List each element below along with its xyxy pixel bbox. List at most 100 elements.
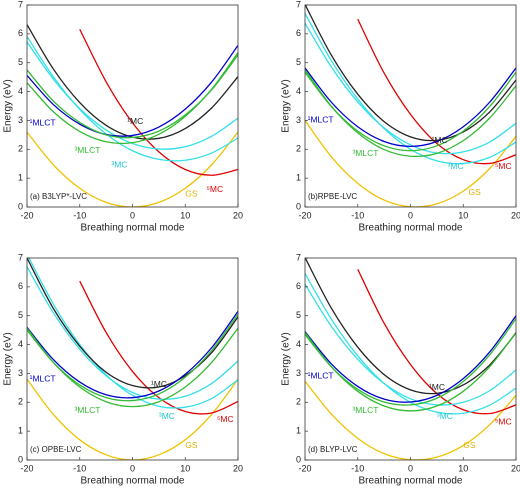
energy-curve [305,5,516,142]
y-tick-label: 5 [296,57,301,67]
y-axis-label: Energy (eV) [281,332,292,385]
x-tick-label: 0 [130,210,135,220]
energy-curve [27,266,238,400]
x-tick-label: 10 [458,210,468,220]
x-tick-label: 20 [511,210,520,220]
y-tick-label: 1 [18,173,23,183]
y-tick-label: 6 [296,281,301,291]
curve-label: GS [185,188,198,198]
curve-label: ³MLCT [74,405,100,415]
plot-area [305,5,516,207]
energy-curve [305,283,516,406]
y-tick-label: 4 [296,339,301,349]
energy-curve [28,258,238,409]
y-tick-label: 6 [18,281,23,291]
y-tick-label: 3 [296,368,301,378]
x-tick-label: 10 [180,210,190,220]
energy-curve [79,280,238,415]
x-tick-label: -10 [351,463,364,473]
energy-curve [305,258,516,395]
y-tick-label: 1 [18,426,23,436]
y-tick-label: 3 [18,368,23,378]
energy-curve [27,52,238,145]
energy-curve [357,18,516,165]
x-tick-label: -10 [73,463,86,473]
energy-curve [305,318,516,406]
panel-tag: (a) B3LYP*-LVC [30,192,87,201]
curve-label: ³MC [437,411,453,421]
curve-label: ¹MC [127,116,143,126]
y-tick-label: 7 [296,0,301,9]
y-tick-label: 5 [18,310,23,320]
x-tick-label: 0 [408,210,413,220]
y-tick-label: 0 [296,454,301,464]
energy-curve [27,378,238,460]
panel: -20 -10 0 10 20 0 1 2 3 4 5 6 7 Breathing normal mode… [3,252,243,486]
y-tick-label: 5 [296,310,301,320]
curve-label: ⁵MC [206,184,223,194]
curve-label: GS [185,440,198,450]
panel-tag: (d) BLYP-LVC [308,445,358,454]
energy-curve [305,71,516,152]
curve-label: ⁵MC [495,161,512,171]
y-tick-label: 6 [296,28,301,38]
energy-curve [27,36,238,162]
x-tick-label: 20 [511,463,520,473]
energy-curve [27,45,238,137]
y-tick-label: 2 [18,144,23,154]
x-tick-label: -20 [298,463,311,473]
plot-area [27,258,238,460]
energy-curve [27,258,238,389]
curve-label: ³MLCT [352,148,378,158]
energy-curve [27,41,238,150]
y-tick-label: 7 [296,252,301,262]
x-tick-label: -10 [351,210,364,220]
energy-curve [305,315,516,403]
curve-label: ³MLCT [74,145,100,155]
x-tick-label: 10 [180,463,190,473]
y-tick-label: 7 [18,0,23,9]
energy-curve [305,273,516,415]
y-tick-label: 1 [296,173,301,183]
curve-label: GS [463,440,476,450]
x-tick-label: 10 [458,463,468,473]
x-tick-label: -20 [20,463,33,473]
curve-label: ³MC [159,411,175,421]
x-tick-label: -10 [73,210,86,220]
curve-label: ³MC [447,161,463,171]
curve-label: ¹MC [151,379,167,389]
panel: -20 -10 0 10 20 0 1 2 3 4 5 6 7 Breathing normal mode… [281,252,520,486]
plot-area [27,24,238,207]
y-tick-label: 5 [18,57,23,67]
curve-label: ¹MLCT [308,115,334,125]
y-axis-label: Energy (eV) [3,332,14,385]
energy-curve [305,13,516,165]
energy-curve [79,28,238,176]
x-axis-label: Breathing normal mode [359,223,463,234]
panel: -20 -10 0 10 20 0 1 2 3 4 5 6 7 Breathing normal mode… [3,0,243,234]
curve-label: ¹MC [429,382,445,392]
plot-area [305,258,516,460]
y-tick-label: 3 [18,115,23,125]
x-tick-label: -20 [298,210,311,220]
y-tick-label: 4 [18,86,23,96]
y-tick-label: 2 [296,144,301,154]
y-tick-label: 3 [296,115,301,125]
curve-label: ¹MLCT [308,371,334,381]
energy-curve [27,313,238,402]
y-tick-label: 0 [296,201,301,211]
energy-curve [27,54,238,139]
x-axis-label: Breathing normal mode [81,476,185,487]
curve-label: ³MLCT [352,405,378,415]
energy-curve [27,131,238,207]
y-tick-label: 0 [18,454,23,464]
panel-tag: (c) OPBE-LVC [30,445,82,454]
curve-label: ⁵MC [495,417,512,427]
curve-label: GS [469,187,482,197]
energy-curve [27,311,238,399]
curve-label: ¹MC [432,135,448,145]
x-tick-label: -20 [20,210,33,220]
panel-tag: (b)RPBE-LVC [308,192,357,201]
y-axis-label: Energy (eV) [281,79,292,132]
